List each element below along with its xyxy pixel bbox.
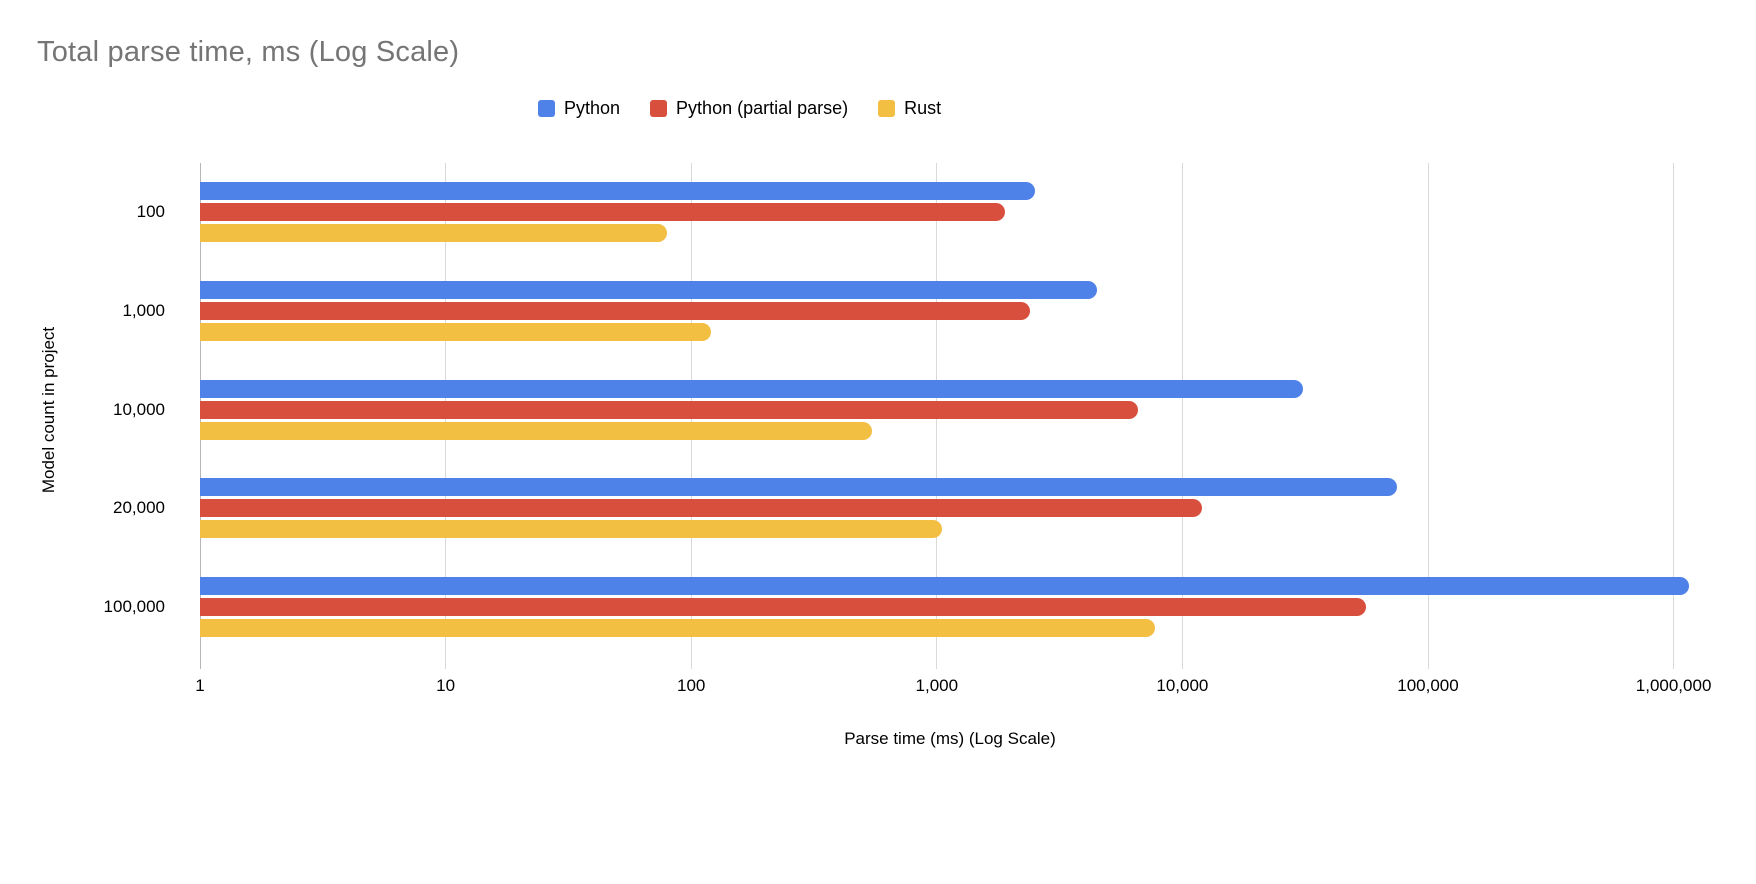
legend-label-python: Python [564, 98, 621, 118]
bar-rust-10-000 [200, 421, 873, 440]
y-label-20-000: 20,000 [113, 498, 165, 518]
bar-python-20-000 [200, 478, 1398, 497]
bar-rust-100 [200, 224, 668, 243]
y-label-100-000: 100,000 [103, 596, 165, 616]
legend-label-rust: Rust [904, 98, 942, 118]
y-label-100: 100 [136, 202, 165, 222]
x-label-10-000: 10,000 [1156, 676, 1209, 695]
bar-python-100-000 [200, 576, 1689, 595]
bar-rust-20-000 [200, 520, 942, 539]
bar-python-10-000 [200, 379, 1304, 398]
x-label-1-000-000: 1,000,000 [1635, 676, 1712, 695]
legend-item-rust: Rust [878, 98, 941, 119]
x-label-100: 100 [677, 676, 706, 695]
gridline-100-000 [1427, 163, 1429, 669]
x-label-100-000: 100,000 [1397, 676, 1459, 695]
x-label-1-000: 1,000 [915, 676, 959, 695]
x-axis-title: Parse time (ms) (Log Scale) [844, 729, 1056, 748]
gridline-10-000 [1181, 163, 1183, 669]
plot-area [199, 163, 1700, 669]
bar-python-partial-parse-10-000 [200, 400, 1139, 419]
y-label-1-000: 1,000 [122, 300, 165, 320]
bar-python-partial-parse-100 [200, 203, 1006, 222]
x-label-1: 1 [195, 676, 205, 695]
legend-swatch-rust [878, 100, 896, 117]
legend-item-python: Python [538, 98, 620, 119]
bar-python-1-000 [200, 280, 1098, 299]
bar-python-100 [200, 182, 1035, 201]
legend-swatch-python-partial-parse [650, 100, 668, 117]
x-label-10: 10 [436, 676, 456, 695]
gridline-1-000-000 [1673, 163, 1675, 669]
legend-swatch-python [538, 100, 555, 117]
bar-python-partial-parse-20-000 [200, 499, 1202, 518]
bar-python-partial-parse-1-000 [200, 301, 1031, 320]
bar-rust-100-000 [200, 618, 1155, 637]
y-label-10-000: 10,000 [113, 399, 165, 419]
legend: Python Python (partial parse) Rust [538, 98, 941, 119]
legend-item-python-partial-parse: Python (partial parse) [650, 98, 848, 119]
chart-title: Total parse time, ms (Log Scale) [37, 36, 460, 68]
bar-rust-1-000 [200, 322, 711, 341]
legend-label-python-partial-parse: Python (partial parse) [676, 98, 849, 118]
bar-python-partial-parse-100-000 [200, 597, 1367, 616]
